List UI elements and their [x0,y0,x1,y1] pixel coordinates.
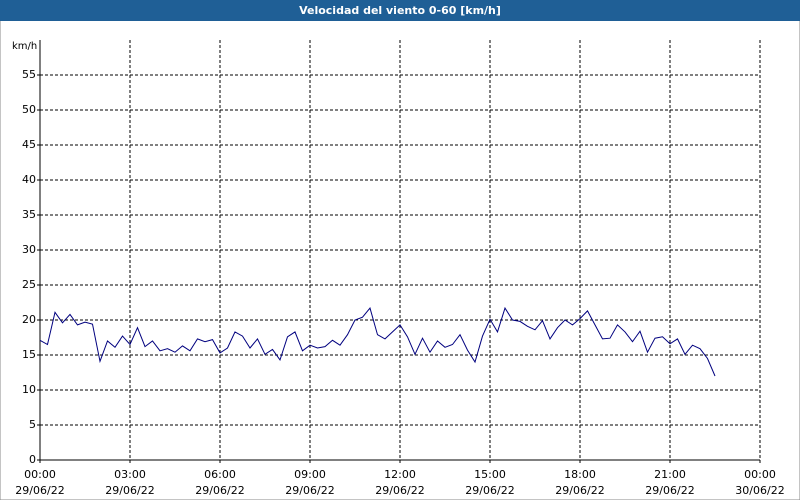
x-tick-label: 12:00 [384,468,416,481]
x-tick-date: 29/06/22 [645,484,694,497]
y-tick-label: 30 [22,243,36,256]
x-tick-date: 29/06/22 [465,484,514,497]
x-tick-date: 29/06/22 [15,484,64,497]
x-tick-label: 09:00 [294,468,326,481]
y-tick-label: 20 [22,313,36,326]
x-tick-label: 15:00 [474,468,506,481]
y-tick-label: 40 [22,173,36,186]
x-tick-label: 03:00 [114,468,146,481]
y-tick-label: 25 [22,278,36,291]
x-tick-label: 06:00 [204,468,236,481]
y-tick-label: 55 [22,68,36,81]
x-tick-label: 00:00 [744,468,776,481]
y-tick-label: 50 [22,103,36,116]
x-tick-date: 30/06/22 [735,484,784,497]
x-tick-date: 29/06/22 [195,484,244,497]
y-tick-label: 35 [22,208,36,221]
x-tick-date: 29/06/22 [285,484,334,497]
x-tick-date: 29/06/22 [105,484,154,497]
x-tick-date: 29/06/22 [375,484,424,497]
y-tick-label: 5 [29,418,36,431]
title-bar [0,0,800,21]
y-tick-label: 0 [29,453,36,466]
x-tick-label: 21:00 [654,468,686,481]
y-tick-label: 45 [22,138,36,151]
x-tick-date: 29/06/22 [555,484,604,497]
chart-title: Velocidad del viento 0-60 [km/h] [299,4,501,17]
y-tick-label: 15 [22,348,36,361]
x-tick-label: 18:00 [564,468,596,481]
y-axis-label: km/h [12,41,37,52]
x-tick-label: 00:00 [24,468,56,481]
data-line [39,306,716,377]
y-tick-label: 10 [22,383,36,396]
